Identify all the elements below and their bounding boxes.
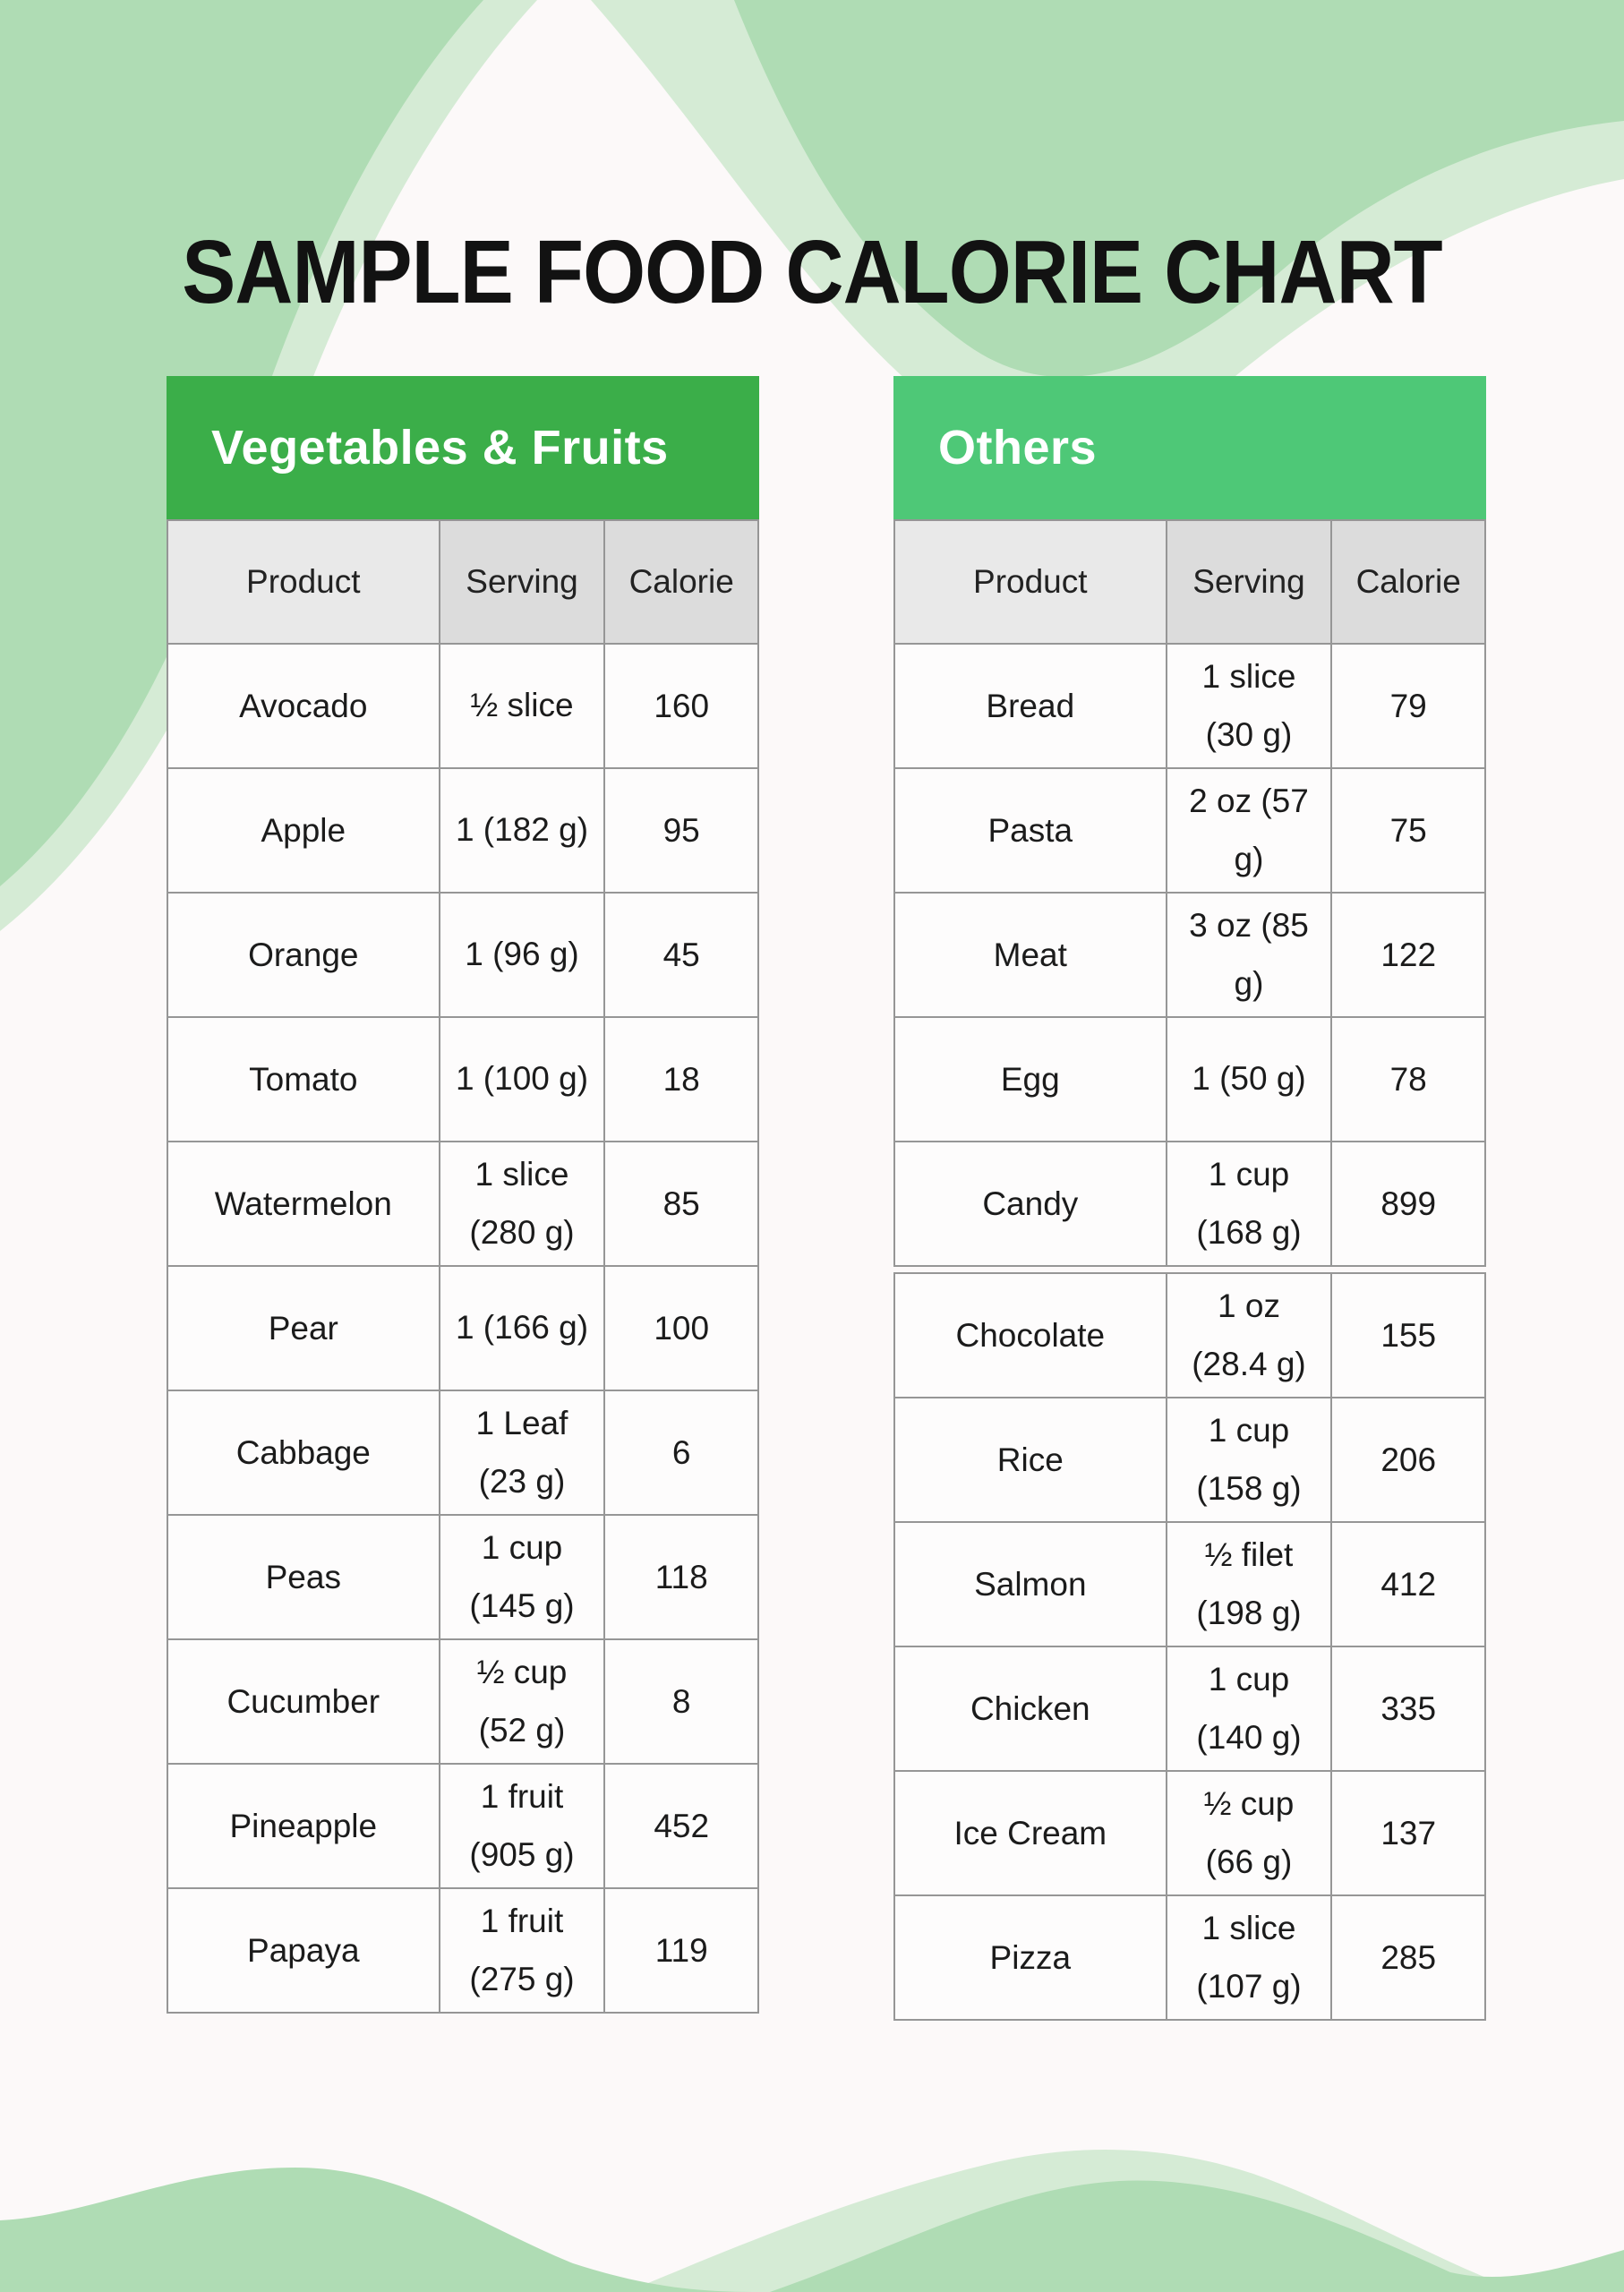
serving-cell: ½ cup (66 g) <box>1167 1772 1333 1896</box>
serving-cell: 1 slice (107 g) <box>1167 1896 1333 2021</box>
column-header-product: Product <box>895 521 1167 645</box>
serving-cell: 1 fruit (275 g) <box>440 1889 606 2014</box>
product-cell: Watermelon <box>168 1142 440 1267</box>
serving-cell: 1 cup (168 g) <box>1167 1142 1333 1267</box>
serving-cell: ½ slice <box>440 645 606 769</box>
product-cell: Salmon <box>895 1523 1167 1647</box>
product-cell: Meat <box>895 894 1167 1018</box>
vegetables-fruits-header-band: Vegetables & Fruits <box>167 376 759 519</box>
product-cell: Egg <box>895 1018 1167 1142</box>
serving-cell: 1 cup (140 g) <box>1167 1647 1333 1772</box>
product-cell: Orange <box>168 894 440 1018</box>
product-cell: Candy <box>895 1142 1167 1267</box>
serving-cell: 1 (100 g) <box>440 1018 606 1142</box>
calorie-cell: 78 <box>1332 1018 1486 1142</box>
others-title: Others <box>938 421 1098 475</box>
product-cell: Cabbage <box>168 1391 440 1516</box>
product-cell: Pasta <box>895 769 1167 894</box>
product-cell: Peas <box>168 1516 440 1640</box>
serving-cell: ½ cup (52 g) <box>440 1640 606 1765</box>
vegetables-fruits-section: Vegetables & Fruits Product Serving Calori… <box>167 376 759 2014</box>
page-title: SAMPLE FOOD CALORIE CHART <box>182 222 1442 322</box>
others-grid-upper: Product Serving Calorie Bread 1 slice (30 g)… <box>893 519 1486 1267</box>
serving-cell: 1 fruit (905 g) <box>440 1765 606 1889</box>
product-cell: Rice <box>895 1398 1167 1523</box>
calorie-cell: 160 <box>605 645 759 769</box>
calorie-cell: 45 <box>605 894 759 1018</box>
serving-cell: 1 oz (28.4 g) <box>1167 1274 1333 1398</box>
serving-cell: 1 Leaf (23 g) <box>440 1391 606 1516</box>
column-header-calorie: Calorie <box>1332 521 1486 645</box>
calorie-cell: 412 <box>1332 1523 1486 1647</box>
calorie-cell: 118 <box>605 1516 759 1640</box>
product-cell: Ice Cream <box>895 1772 1167 1896</box>
calorie-cell: 452 <box>605 1765 759 1889</box>
serving-cell: 1 (50 g) <box>1167 1018 1333 1142</box>
product-cell: Pear <box>168 1267 440 1391</box>
calorie-cell: 6 <box>605 1391 759 1516</box>
serving-cell: 1 slice (280 g) <box>440 1142 606 1267</box>
calorie-cell: 137 <box>1332 1772 1486 1896</box>
bottom-wave-light-right-shape <box>627 2150 1522 2292</box>
serving-cell: 1 cup (158 g) <box>1167 1398 1333 1523</box>
column-header-serving: Serving <box>1167 521 1333 645</box>
column-header-serving: Serving <box>440 521 606 645</box>
serving-cell: 3 oz (85 g) <box>1167 894 1333 1018</box>
calorie-cell: 85 <box>605 1142 759 1267</box>
product-cell: Papaya <box>168 1889 440 2014</box>
product-cell: Chicken <box>895 1647 1167 1772</box>
serving-cell: 1 (96 g) <box>440 894 606 1018</box>
calorie-cell: 119 <box>605 1889 759 2014</box>
vegetables-fruits-grid: Product Serving Calorie Avocado ½ slice 160 Ap… <box>167 519 759 2014</box>
column-header-calorie: Calorie <box>605 521 759 645</box>
serving-cell: 1 (166 g) <box>440 1267 606 1391</box>
calorie-cell: 95 <box>605 769 759 894</box>
vegetables-fruits-title: Vegetables & Fruits <box>211 421 669 475</box>
serving-cell: 2 oz (57 g) <box>1167 769 1333 894</box>
others-header-band: Others <box>893 376 1486 519</box>
bottom-wave-dark-right-shape <box>770 2180 1624 2292</box>
column-header-product: Product <box>168 521 440 645</box>
serving-cell: 1 cup (145 g) <box>440 1516 606 1640</box>
serving-cell: 1 slice (30 g) <box>1167 645 1333 769</box>
product-cell: Avocado <box>168 645 440 769</box>
product-cell: Apple <box>168 769 440 894</box>
others-grid-lower: Chocolate 1 oz (28.4 g) 155 Rice 1 cup (158 … <box>893 1272 1486 2021</box>
calorie-cell: 155 <box>1332 1274 1486 1398</box>
product-cell: Bread <box>895 645 1167 769</box>
others-section: Others Product Serving Calorie Bread 1 slice… <box>893 376 1486 2021</box>
calorie-cell: 100 <box>605 1267 759 1391</box>
calorie-cell: 899 <box>1332 1142 1486 1267</box>
product-cell: Pizza <box>895 1896 1167 2021</box>
calorie-cell: 206 <box>1332 1398 1486 1523</box>
calorie-cell: 122 <box>1332 894 1486 1018</box>
product-cell: Chocolate <box>895 1274 1167 1398</box>
calorie-cell: 75 <box>1332 769 1486 894</box>
product-cell: Cucumber <box>168 1640 440 1765</box>
serving-cell: 1 (182 g) <box>440 769 606 894</box>
bottom-wave-light-left-shape <box>0 2235 627 2292</box>
serving-cell: ½ filet (198 g) <box>1167 1523 1333 1647</box>
calorie-cell: 79 <box>1332 645 1486 769</box>
product-cell: Tomato <box>168 1018 440 1142</box>
calorie-cell: 18 <box>605 1018 759 1142</box>
calorie-cell: 8 <box>605 1640 759 1765</box>
bottom-wave-dark-left-shape <box>0 2168 752 2292</box>
product-cell: Pineapple <box>168 1765 440 1889</box>
calorie-cell: 335 <box>1332 1647 1486 1772</box>
calorie-cell: 285 <box>1332 1896 1486 2021</box>
